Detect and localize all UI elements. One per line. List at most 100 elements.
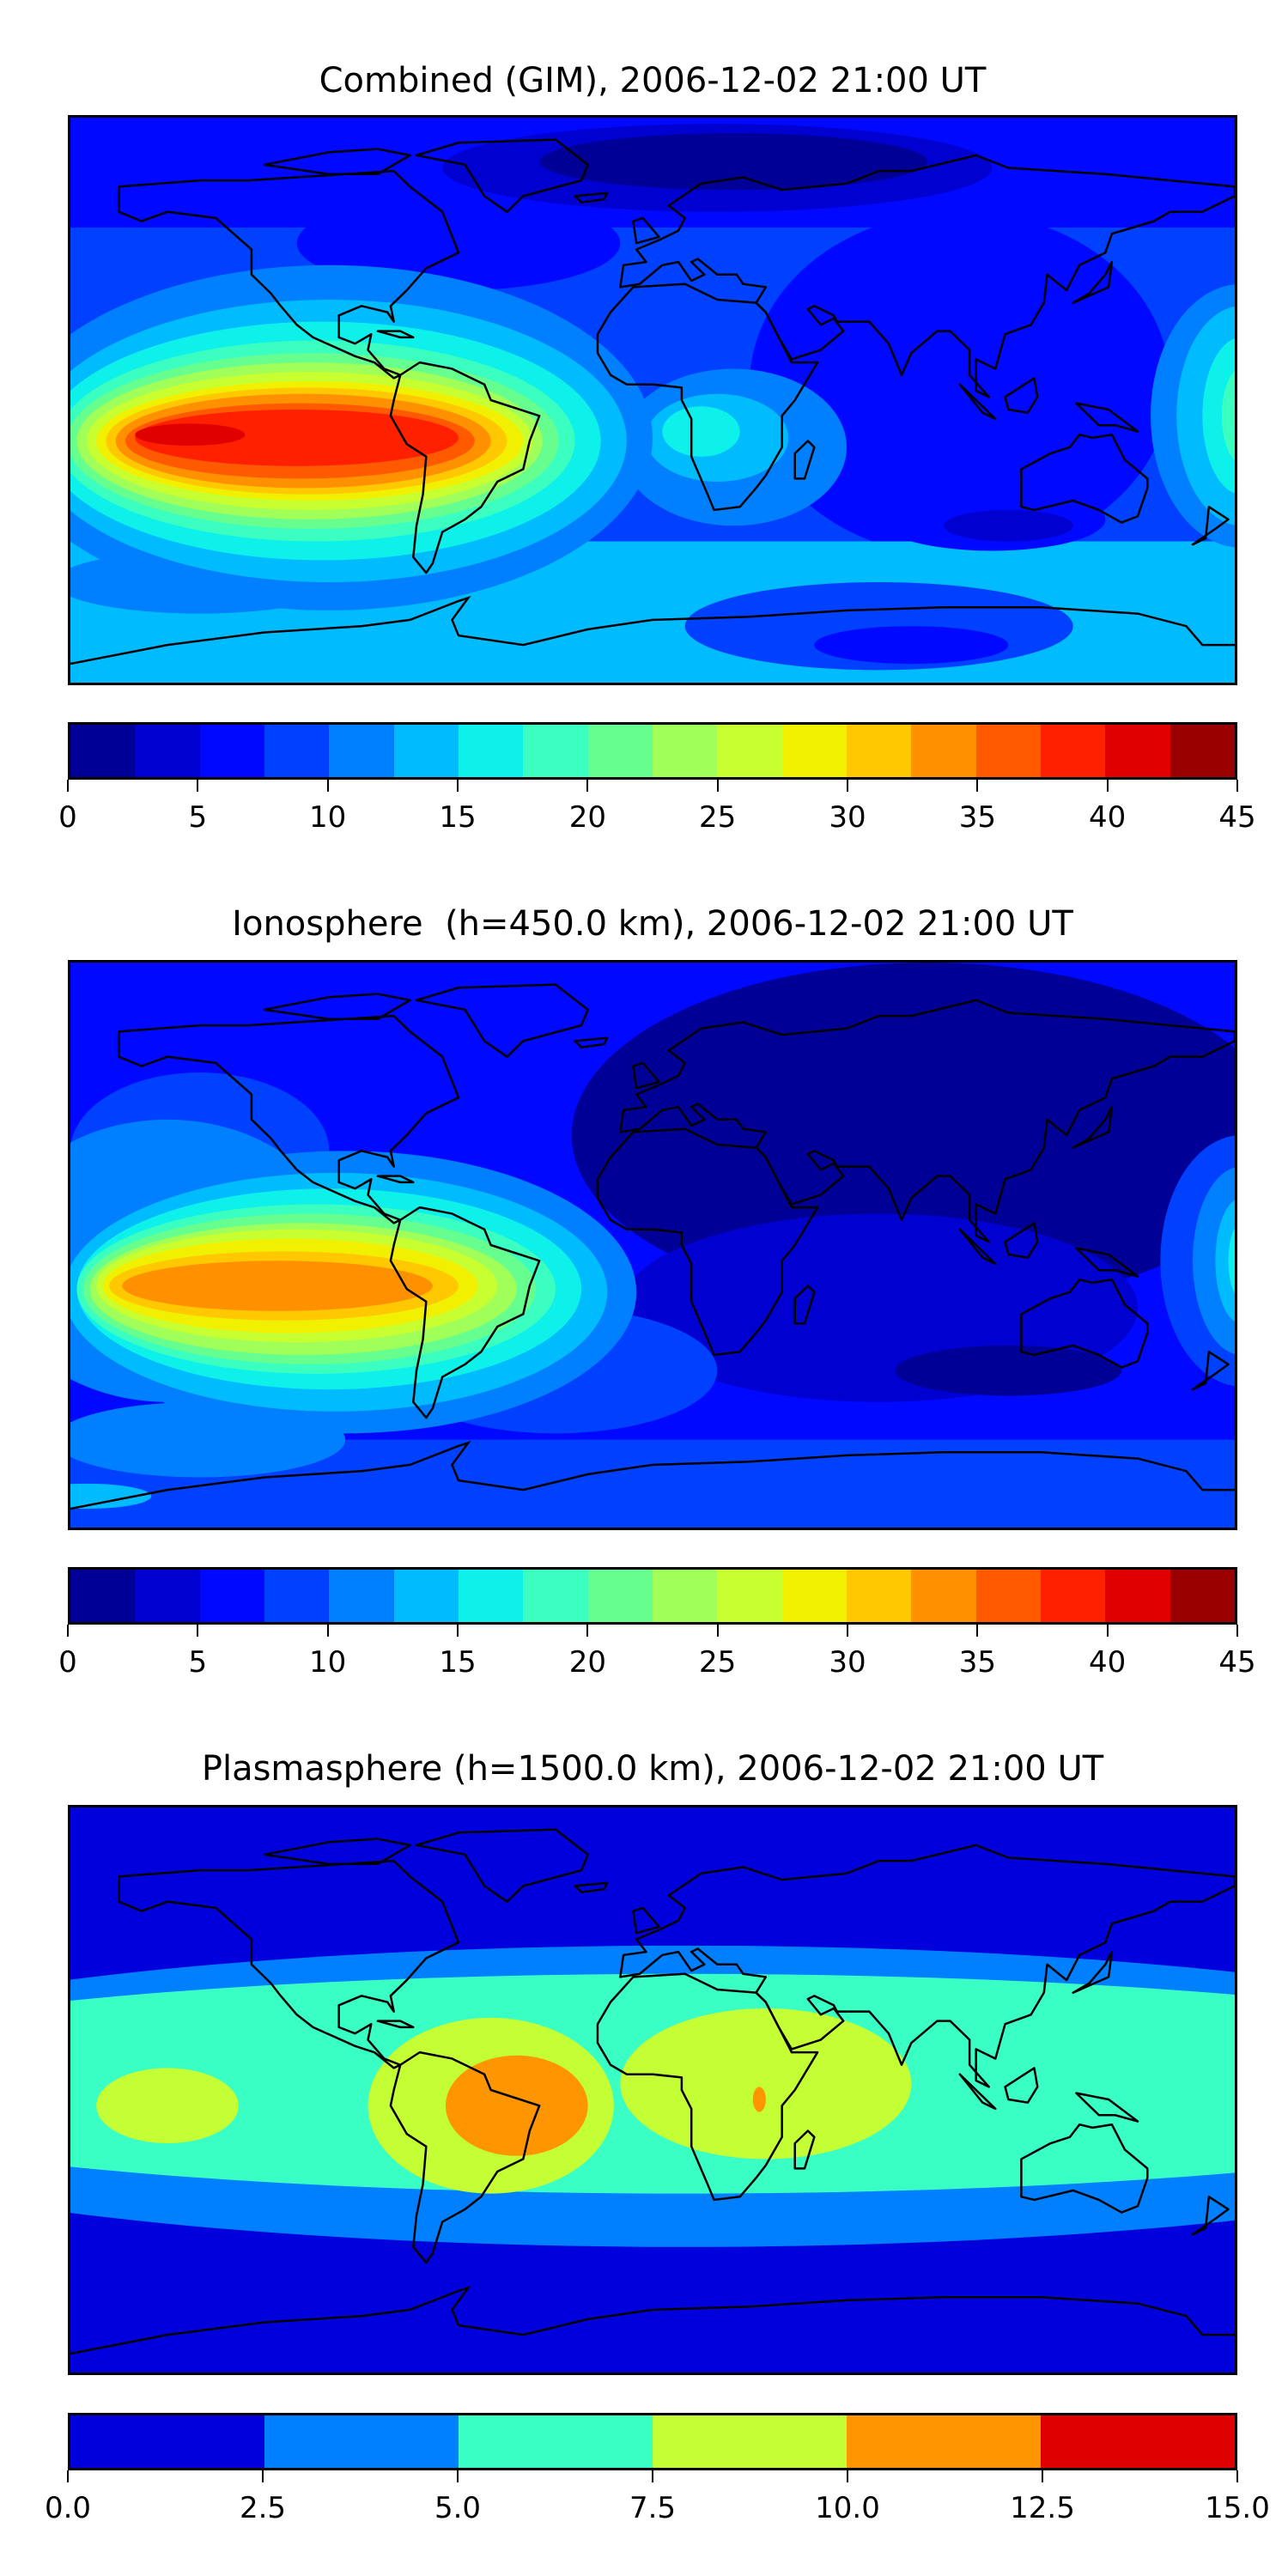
colorbar-tick-label: 10 <box>309 1645 347 1680</box>
coastline-sumatra <box>960 1230 995 1264</box>
colorbar-segment-5-7.5 <box>459 2415 653 2468</box>
contour-level-0-2.5 <box>571 963 1235 1309</box>
contour-level-5-7.5 <box>814 626 1009 665</box>
colorbar-tick-label: 5.0 <box>434 2491 482 2525</box>
coastline-north-america <box>119 1861 459 2068</box>
colorbar-tick-mark <box>1106 1625 1109 1637</box>
colorbar-tick-label: 5 <box>188 1645 208 1680</box>
colorbar-tick-label: 25 <box>699 800 737 835</box>
colorbar-tick-mark <box>847 2470 848 2482</box>
colorbar-tick-label: 0 <box>58 1645 77 1680</box>
colorbar-segment-30-32.5 <box>846 1570 912 1622</box>
coastline-antarctica <box>70 1443 1235 1509</box>
chart-title: Plasmasphere (h=1500.0 km), 2006-12-02 2… <box>201 1749 1104 1789</box>
colorbar-segment-25-27.5 <box>717 1570 782 1622</box>
colorbar-tick-mark <box>457 2470 459 2482</box>
colorbar-tick-mark <box>586 1625 589 1637</box>
contour-level-12.5-15 <box>70 1483 152 1510</box>
contour-level-17.5-20 <box>1221 371 1235 460</box>
colorbar <box>68 2413 1237 2470</box>
colorbar-ticks: 0 5 10 15 20 25 30 35 40 45 <box>58 1625 1256 1685</box>
chart-title: Ionosphere (h=450.0 km), 2006-12-02 21:0… <box>232 904 1073 944</box>
coastline-africa <box>598 1974 817 2200</box>
coastline-canadian-arctic <box>264 149 410 174</box>
coastline-new-guinea <box>1076 2093 1138 2122</box>
colorbar-segment-22.5-25 <box>652 1570 718 1622</box>
colorbar-segment-37.5-40 <box>1040 725 1106 777</box>
coastline-japan <box>1073 262 1112 303</box>
colorbar-segment-7.5-10 <box>264 1570 330 1622</box>
coastline-borneo <box>1005 2068 1038 2102</box>
colorbar-tick-label: 40 <box>1089 1645 1127 1680</box>
coastline-sumatra <box>960 385 995 419</box>
colorbar-segment-12.5-15 <box>1041 2415 1235 2468</box>
contour-level-37.5-40 <box>135 409 459 466</box>
colorbar-tick-mark <box>1236 1625 1238 1637</box>
coastline-greenland <box>416 1830 588 1902</box>
coastline-cuba <box>378 1176 413 1182</box>
contour-level-15-17.5 <box>1202 338 1235 494</box>
coastline-south-america <box>391 2052 539 2263</box>
colorbar-segment-20-22.5 <box>587 1570 653 1622</box>
coastline-canadian-arctic <box>264 1839 410 1864</box>
colorbar-tick-label: 10 <box>309 800 347 835</box>
colorbar-tick-label: 0 <box>58 800 77 835</box>
colorbar-segment-20-22.5 <box>587 725 653 777</box>
colorbar-segment-22.5-25 <box>652 725 718 777</box>
colorbar-tick-label: 35 <box>958 1645 996 1680</box>
colorbar-segment-35-37.5 <box>975 725 1041 777</box>
coastline-japan <box>1073 1107 1112 1148</box>
colorbar-ticks: 0 5 10 15 20 25 30 35 40 45 <box>58 780 1256 840</box>
colorbar-segment-37.5-40 <box>1040 1570 1106 1622</box>
colorbar-tick-mark <box>976 1625 979 1637</box>
coastline-greenland <box>416 140 588 212</box>
contour-level-2.5-5 <box>944 509 1073 542</box>
coastline-australia <box>1021 1279 1147 1367</box>
colorbar-segment-2.5-5 <box>264 2415 459 2468</box>
contour-level-40-42.5 <box>135 423 246 447</box>
colorbar-segment-10-12.5 <box>329 1570 394 1622</box>
colorbar-tick-label: 15.0 <box>1205 2491 1270 2525</box>
colorbar-segment-32.5-35 <box>911 725 976 777</box>
colorbar-tick-mark <box>847 1625 848 1637</box>
contour-level-32.5-35 <box>122 1261 433 1311</box>
colorbar-tick-mark <box>67 1625 69 1637</box>
coastline-australia <box>1021 2124 1147 2212</box>
contour-level-0-2.5 <box>539 133 928 191</box>
coastline-greenland <box>416 985 588 1057</box>
contour-level-5-7.5 <box>296 196 621 291</box>
coastline-antarctica <box>70 598 1235 664</box>
contour-map <box>70 1807 1235 2372</box>
colorbar-segment-35-37.5 <box>975 1570 1041 1622</box>
colorbar-segment-10-12.5 <box>329 725 394 777</box>
coastline-japan <box>1073 1952 1112 1993</box>
coastline-antarctica <box>70 2287 1235 2354</box>
colorbar-segment-15-17.5 <box>458 1570 524 1622</box>
coastline-iceland <box>575 1883 608 1893</box>
coastline-north-america <box>119 171 459 378</box>
coastline-new-zealand <box>1193 1352 1228 1389</box>
colorbar-segment-40-42.5 <box>1105 1570 1170 1622</box>
colorbar-ticks: 0.0 2.5 5.0 7.5 10.0 12.5 15.0 <box>45 2470 1270 2530</box>
coastline-iceland <box>575 193 608 203</box>
colorbar-tick-label: 0.0 <box>44 2491 92 2525</box>
contour-level-0-2.5 <box>895 1345 1122 1396</box>
coastline-madagascar <box>795 1286 815 1324</box>
coastline-eurasia <box>620 1000 1235 1242</box>
coastline-uk <box>633 1908 659 1933</box>
colorbar-segment-27.5-30 <box>781 725 847 777</box>
colorbar-segment-30-32.5 <box>846 725 912 777</box>
colorbar-segment-10-12.5 <box>847 2415 1041 2468</box>
colorbar-tick-mark <box>847 780 848 792</box>
colorbar-tick-mark <box>1106 780 1109 792</box>
colorbar-segment-15-17.5 <box>458 725 524 777</box>
colorbar-tick-mark <box>197 1625 199 1637</box>
colorbar-segment-7.5-10 <box>264 725 330 777</box>
colorbar-tick-label: 20 <box>568 800 606 835</box>
map-plot <box>68 960 1237 1530</box>
colorbar-tick-label: 10.0 <box>815 2491 880 2525</box>
colorbar-tick-mark <box>67 2470 69 2482</box>
colorbar-tick-label: 25 <box>699 1645 737 1680</box>
colorbar-tick-mark <box>1042 2470 1043 2482</box>
colorbar-tick-label: 45 <box>1218 1645 1256 1680</box>
